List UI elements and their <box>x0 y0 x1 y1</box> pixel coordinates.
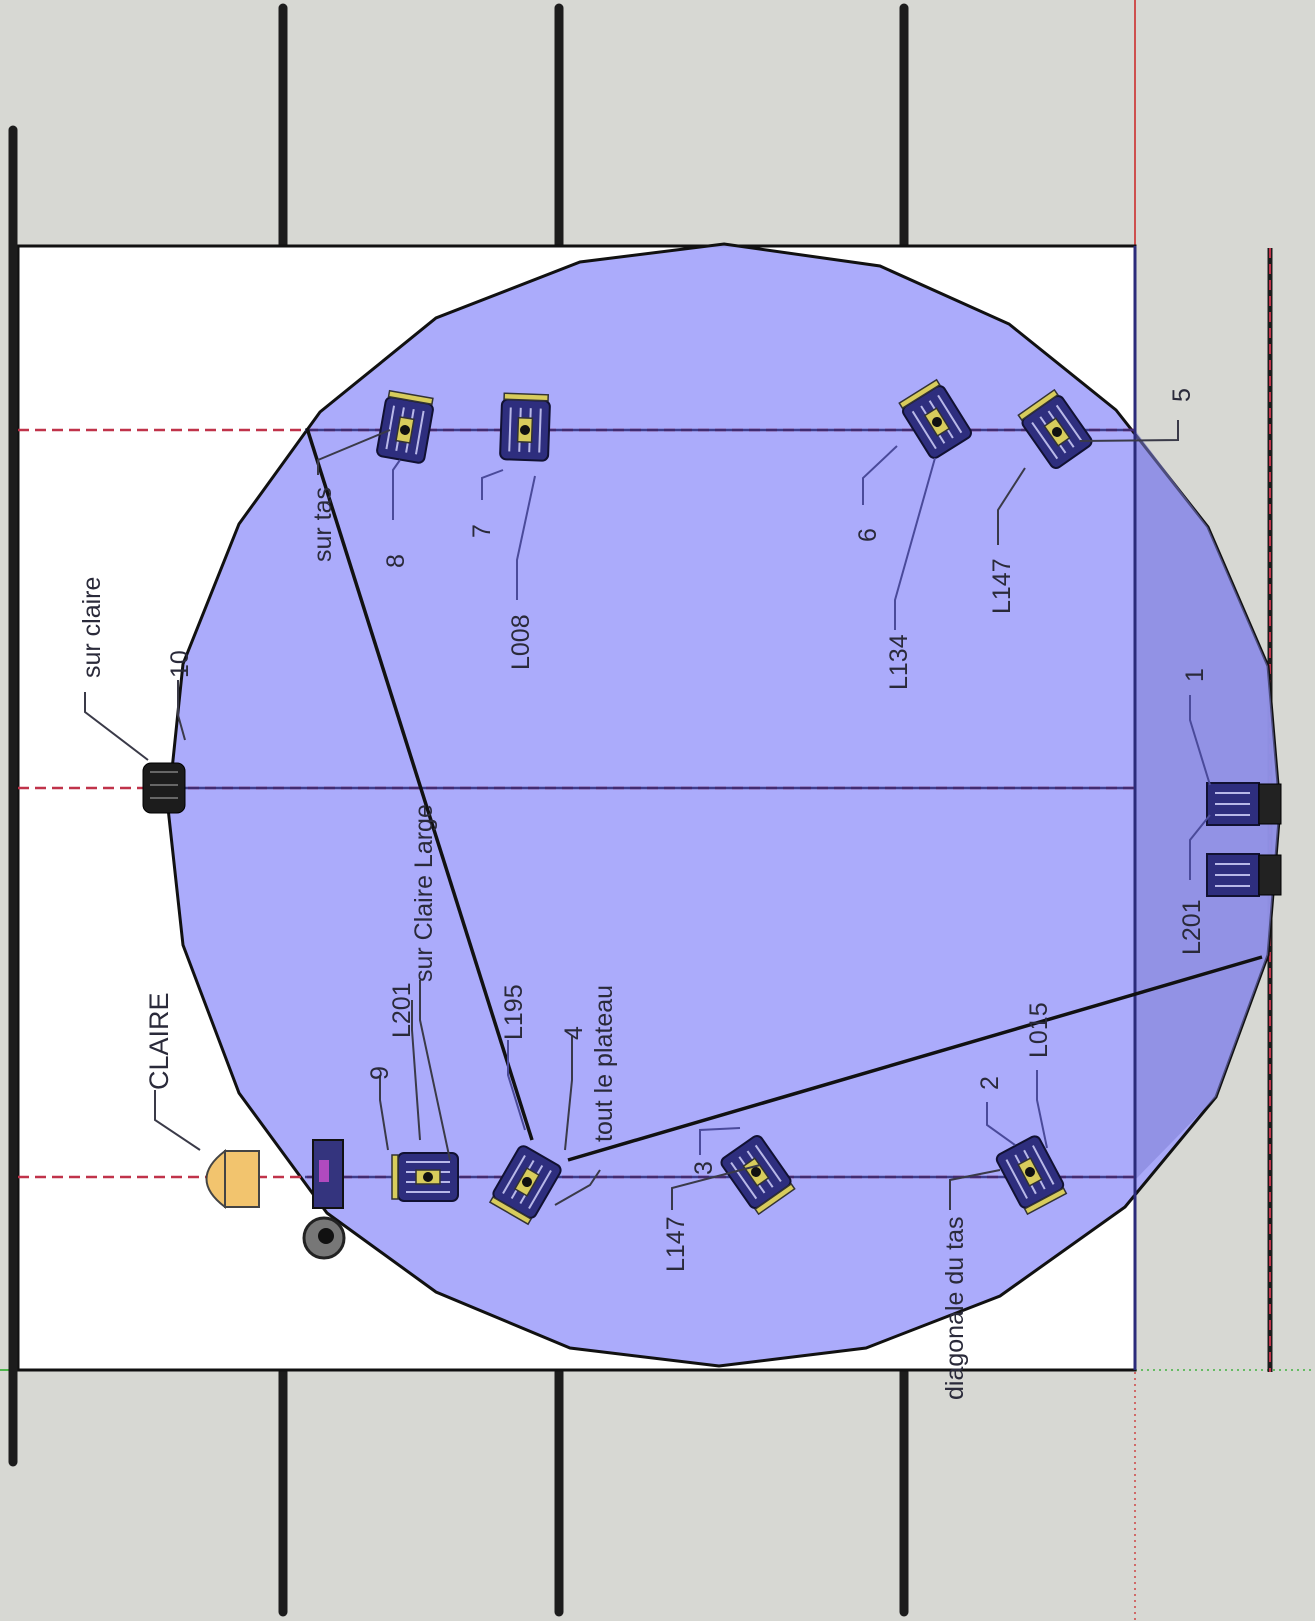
label-8: 8 <box>382 554 410 568</box>
label-1: 1 <box>1181 668 1209 682</box>
label-sur-claire: sur claire <box>78 577 106 678</box>
label-l134: L134 <box>885 634 913 690</box>
spotlight-1[interactable] <box>1206 782 1282 897</box>
spotlight-7[interactable] <box>498 392 552 462</box>
camera-icon[interactable] <box>302 1216 346 1260</box>
label-sur-claire-large: sur Claire Large <box>410 804 438 982</box>
label-7: 7 <box>468 524 496 538</box>
label-sur-tas: sur tas <box>309 487 337 562</box>
fresnel-icon[interactable] <box>205 1148 260 1210</box>
label-claire: CLAIRE <box>144 992 174 1090</box>
label-l201-left: L201 <box>388 982 416 1038</box>
label-l201-right: L201 <box>1178 899 1206 955</box>
label-9: 9 <box>366 1066 394 1080</box>
label-5: 5 <box>1168 388 1196 402</box>
label-l008: L008 <box>507 614 535 670</box>
spotlight-8[interactable] <box>375 389 436 465</box>
spotlight-10[interactable] <box>142 762 186 814</box>
truss-bottom <box>278 1367 909 1617</box>
label-l147-top: L147 <box>988 558 1016 614</box>
spotlight-9[interactable] <box>391 1152 459 1202</box>
label-l015: L015 <box>1025 1002 1053 1058</box>
label-4: 4 <box>560 1026 588 1040</box>
truss-top <box>278 3 909 250</box>
label-2: 2 <box>976 1076 1004 1090</box>
label-l147-bottom: L147 <box>662 1216 690 1272</box>
label-3: 3 <box>690 1161 718 1175</box>
label-10: 10 <box>166 650 194 678</box>
label-tout-le-plateau: tout le plateau <box>590 985 618 1142</box>
diagonal-line-tas <box>305 427 534 1141</box>
label-diagonale-du-tas: diagonale du tas <box>941 1217 969 1400</box>
label-l195: L195 <box>500 984 528 1040</box>
diagonal-line-plateau <box>567 955 1263 1162</box>
label-6: 6 <box>854 528 882 542</box>
leader-lines <box>84 420 1211 1210</box>
